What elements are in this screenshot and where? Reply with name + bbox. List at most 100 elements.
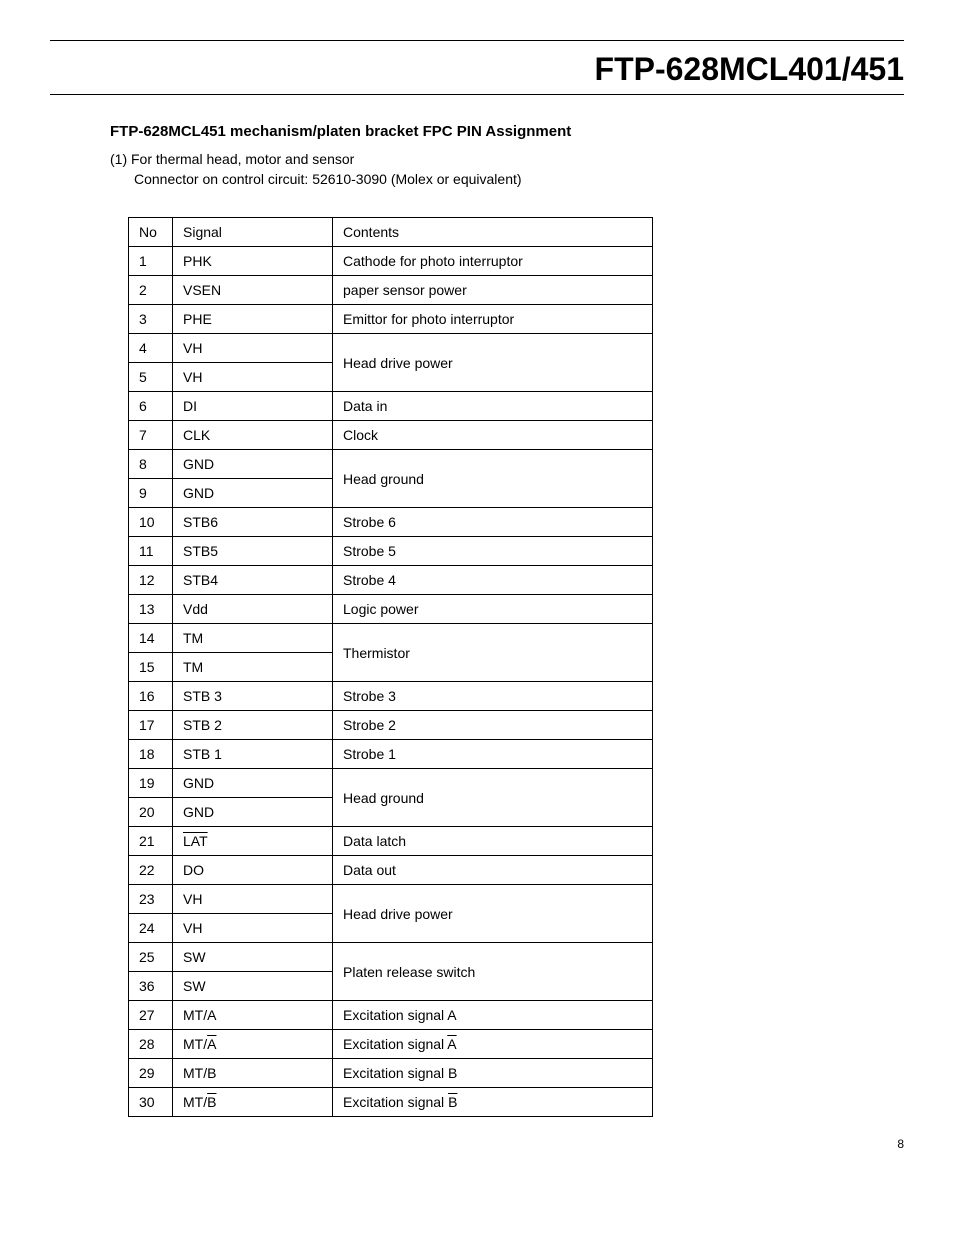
cell-signal: DO xyxy=(173,856,333,885)
table-row: 8GNDHead ground xyxy=(129,450,653,479)
cell-signal: VH xyxy=(173,885,333,914)
table-row: 19GNDHead ground xyxy=(129,769,653,798)
cell-no: 4 xyxy=(129,334,173,363)
cell-contents: Strobe 6 xyxy=(333,508,653,537)
cell-contents: Clock xyxy=(333,421,653,450)
cell-contents: Excitation signal A xyxy=(333,1030,653,1059)
document-title: FTP-628MCL401/451 xyxy=(50,47,904,94)
cell-signal: GND xyxy=(173,769,333,798)
cell-no: 36 xyxy=(129,972,173,1001)
cell-signal: MT/A xyxy=(173,1030,333,1059)
cell-signal: STB4 xyxy=(173,566,333,595)
cell-contents: Data latch xyxy=(333,827,653,856)
table-row: 16STB 3Strobe 3 xyxy=(129,682,653,711)
table-row: 29MT/BExcitation signal B xyxy=(129,1059,653,1088)
table-row: 18STB 1Strobe 1 xyxy=(129,740,653,769)
cell-contents: Data out xyxy=(333,856,653,885)
table-row: 17STB 2Strobe 2 xyxy=(129,711,653,740)
top-rule xyxy=(50,40,904,41)
cell-no: 29 xyxy=(129,1059,173,1088)
cell-contents: Strobe 1 xyxy=(333,740,653,769)
cell-signal: MT/B xyxy=(173,1088,333,1117)
cell-no: 5 xyxy=(129,363,173,392)
cell-signal: STB 3 xyxy=(173,682,333,711)
cell-no: 1 xyxy=(129,247,173,276)
cell-no: 3 xyxy=(129,305,173,334)
table-row: 11STB5Strobe 5 xyxy=(129,537,653,566)
table-row: 27MT/AExcitation signal A xyxy=(129,1001,653,1030)
cell-signal: VH xyxy=(173,914,333,943)
cell-no: 6 xyxy=(129,392,173,421)
table-row: 22DOData out xyxy=(129,856,653,885)
cell-contents: Strobe 2 xyxy=(333,711,653,740)
cell-contents: Platen release switch xyxy=(333,943,653,1001)
cell-no: 28 xyxy=(129,1030,173,1059)
cell-signal: CLK xyxy=(173,421,333,450)
table-row: 7CLKClock xyxy=(129,421,653,450)
page-number: 8 xyxy=(50,1137,904,1151)
cell-signal: SW xyxy=(173,943,333,972)
cell-signal: PHE xyxy=(173,305,333,334)
table-row: 12STB4Strobe 4 xyxy=(129,566,653,595)
cell-signal: MT/A xyxy=(173,1001,333,1030)
cell-signal: TM xyxy=(173,653,333,682)
cell-contents: Head ground xyxy=(333,450,653,508)
section-line2: Connector on control circuit: 52610-3090… xyxy=(134,170,904,190)
cell-signal: LAT xyxy=(173,827,333,856)
cell-contents: Head drive power xyxy=(333,334,653,392)
cell-contents: Strobe 5 xyxy=(333,537,653,566)
cell-no: 11 xyxy=(129,537,173,566)
cell-no: 13 xyxy=(129,595,173,624)
page-container: FTP-628MCL401/451 FTP-628MCL451 mechanis… xyxy=(0,0,954,1181)
table-row: 14TMThermistor xyxy=(129,624,653,653)
table-row: 21LATData latch xyxy=(129,827,653,856)
table-row: 4VHHead drive power xyxy=(129,334,653,363)
cell-no: 17 xyxy=(129,711,173,740)
section-line1: (1) For thermal head, motor and sensor xyxy=(110,150,904,170)
cell-signal: STB6 xyxy=(173,508,333,537)
table-row: 23VHHead drive power xyxy=(129,885,653,914)
table-row: 25SWPlaten release switch xyxy=(129,943,653,972)
cell-signal: Vdd xyxy=(173,595,333,624)
cell-signal: PHK xyxy=(173,247,333,276)
cell-contents: Head ground xyxy=(333,769,653,827)
cell-signal: GND xyxy=(173,479,333,508)
cell-no: 12 xyxy=(129,566,173,595)
table-row: 10STB6Strobe 6 xyxy=(129,508,653,537)
cell-contents: Thermistor xyxy=(333,624,653,682)
col-header-contents: Contents xyxy=(333,218,653,247)
table-row: 1PHKCathode for photo interruptor xyxy=(129,247,653,276)
cell-contents: Logic power xyxy=(333,595,653,624)
cell-no: 25 xyxy=(129,943,173,972)
cell-signal: VSEN xyxy=(173,276,333,305)
table-header-row: No Signal Contents xyxy=(129,218,653,247)
col-header-no: No xyxy=(129,218,173,247)
title-underline xyxy=(50,94,904,95)
table-row: 2VSENpaper sensor power xyxy=(129,276,653,305)
cell-signal: STB5 xyxy=(173,537,333,566)
cell-signal: VH xyxy=(173,334,333,363)
cell-no: 23 xyxy=(129,885,173,914)
table-row: 13VddLogic power xyxy=(129,595,653,624)
cell-signal: DI xyxy=(173,392,333,421)
cell-contents: Excitation signal A xyxy=(333,1001,653,1030)
table-row: 30MT/BExcitation signal B xyxy=(129,1088,653,1117)
cell-contents: Excitation signal B xyxy=(333,1059,653,1088)
cell-no: 19 xyxy=(129,769,173,798)
cell-no: 9 xyxy=(129,479,173,508)
cell-no: 20 xyxy=(129,798,173,827)
cell-signal: TM xyxy=(173,624,333,653)
cell-contents: Excitation signal B xyxy=(333,1088,653,1117)
cell-contents: Emittor for photo interruptor xyxy=(333,305,653,334)
table-row: 3PHEEmittor for photo interruptor xyxy=(129,305,653,334)
cell-signal: SW xyxy=(173,972,333,1001)
cell-no: 27 xyxy=(129,1001,173,1030)
cell-contents: Strobe 3 xyxy=(333,682,653,711)
cell-no: 24 xyxy=(129,914,173,943)
table-body: 1PHKCathode for photo interruptor2VSENpa… xyxy=(129,247,653,1117)
cell-contents: Strobe 4 xyxy=(333,566,653,595)
cell-signal: GND xyxy=(173,450,333,479)
cell-no: 18 xyxy=(129,740,173,769)
cell-no: 8 xyxy=(129,450,173,479)
cell-signal: STB 2 xyxy=(173,711,333,740)
